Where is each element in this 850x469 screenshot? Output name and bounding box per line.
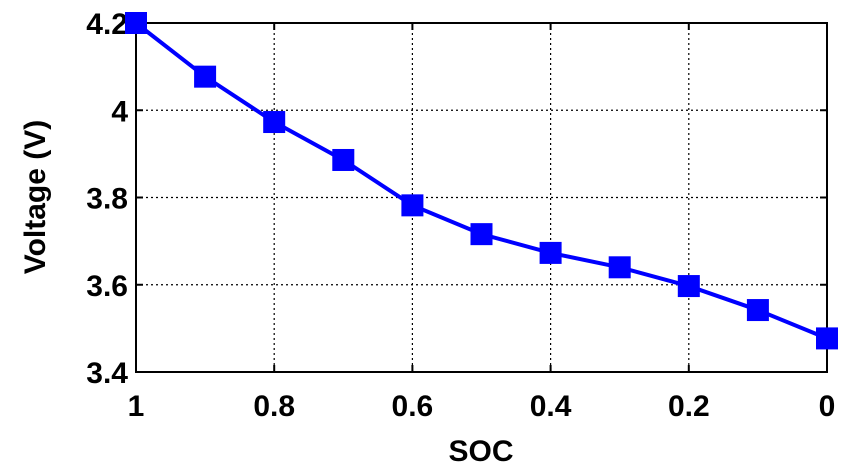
data-point-marker bbox=[816, 327, 838, 350]
data-point-marker bbox=[194, 65, 217, 88]
y-tick-labels: 3.4 3.6 3.8 4 4.2 bbox=[86, 8, 128, 390]
y-tick-label: 3.4 bbox=[86, 357, 128, 390]
axis-ticks bbox=[135, 22, 828, 373]
x-tick-label: 0.6 bbox=[392, 390, 434, 423]
x-tick-label: 0.2 bbox=[668, 390, 710, 423]
data-point-marker bbox=[263, 111, 286, 134]
data-point-marker bbox=[539, 241, 562, 264]
x-tick-labels: 1 0.8 0.6 0.4 0.2 0 bbox=[128, 390, 836, 423]
x-tick-label: 0 bbox=[819, 390, 836, 423]
data-point-marker bbox=[746, 299, 769, 322]
x-tick-label: 0.8 bbox=[253, 390, 295, 423]
series-line bbox=[134, 21, 828, 341]
data-point-marker bbox=[677, 275, 700, 298]
x-tick-label: 1 bbox=[128, 390, 145, 423]
x-axis-title: SOC bbox=[448, 435, 513, 468]
grid-lines bbox=[136, 23, 827, 372]
y-tick-label: 4.2 bbox=[86, 8, 128, 41]
series-group bbox=[125, 12, 838, 350]
y-tick-label: 3.6 bbox=[86, 270, 128, 303]
data-point-marker bbox=[125, 12, 147, 34]
y-axis-title: Voltage (V) bbox=[19, 120, 52, 274]
y-tick-label: 4 bbox=[111, 95, 128, 128]
x-tick-label: 0.4 bbox=[530, 390, 572, 423]
data-point-marker bbox=[470, 223, 493, 246]
data-point-marker bbox=[401, 194, 424, 217]
data-point-marker bbox=[608, 256, 631, 279]
y-tick-label: 3.8 bbox=[86, 183, 128, 216]
data-point-marker bbox=[332, 148, 355, 171]
